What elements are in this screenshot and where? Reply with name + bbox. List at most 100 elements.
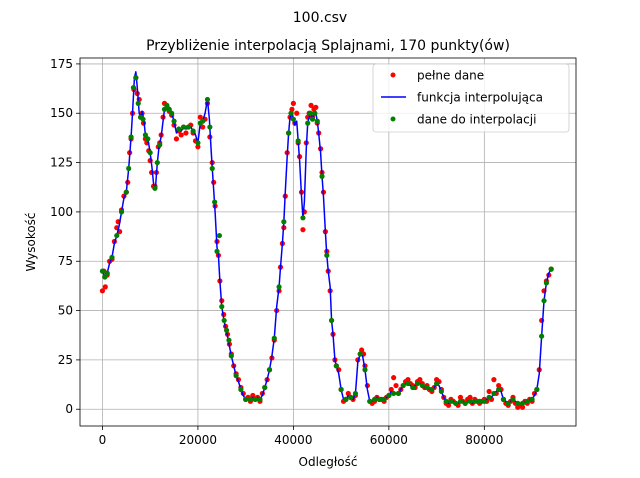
legend-marker-interp-nodes <box>390 116 396 122</box>
full-data-point <box>102 284 108 290</box>
interp-node-point <box>400 382 406 389</box>
interp-node-point <box>371 396 378 402</box>
full-data-point <box>345 390 351 397</box>
full-data-point <box>486 388 492 395</box>
interp-node-point <box>147 150 153 156</box>
interp-node-point <box>324 252 330 258</box>
interp-node-point <box>376 396 382 402</box>
interp-node-point <box>467 398 473 404</box>
interp-node-point <box>114 232 120 239</box>
interp-node-point <box>386 392 392 399</box>
full-data-point <box>294 110 300 116</box>
interp-node-point <box>171 118 177 124</box>
full-data-point <box>445 402 452 408</box>
interp-node-point <box>214 248 220 254</box>
full-data-point <box>99 288 106 294</box>
full-data-point <box>405 377 411 383</box>
interp-node-point <box>99 268 106 274</box>
interp-node-point <box>328 317 335 324</box>
x-axis-ticks: 0 20000 40000 60000 80000 <box>99 426 503 447</box>
interp-node-point <box>534 386 540 393</box>
interp-node-point <box>312 110 318 116</box>
y-axis-ticks: 0 25 50 75 100 125 150 175 <box>50 57 80 416</box>
x-tick-label: 80000 <box>465 433 503 447</box>
interp-node-point <box>140 116 146 122</box>
interp-node-point <box>362 367 368 373</box>
chart-title: Przybliżenie interpolacją Splajnami, 170… <box>146 38 510 54</box>
interp-node-point <box>207 124 213 130</box>
interp-node-point <box>152 185 158 191</box>
y-tick-label: 175 <box>50 57 73 71</box>
interp-node-point <box>338 386 344 393</box>
full-data-point <box>417 377 423 383</box>
interp-node-point <box>448 398 454 404</box>
interp-node-point <box>288 110 294 116</box>
full-data-point <box>359 347 365 353</box>
interp-node-point <box>142 132 149 138</box>
interp-node-point <box>145 136 151 142</box>
full-data-point <box>308 102 314 108</box>
interp-node-point <box>102 274 108 280</box>
full-data-point <box>195 144 201 150</box>
interp-node-point <box>500 396 507 402</box>
legend-label-interp-nodes: dane do interpolacji <box>417 113 536 127</box>
interp-node-point <box>135 100 141 106</box>
interp-node-point <box>247 396 254 402</box>
interp-node-point <box>314 118 320 124</box>
interp-node-point <box>481 398 487 404</box>
legend-label-full-data: pełne dane <box>417 69 484 83</box>
full-data-point <box>183 130 189 136</box>
interp-node-point <box>180 124 187 130</box>
full-data-point <box>178 132 184 138</box>
full-data-point <box>496 382 502 389</box>
y-axis-label: Wysokość <box>24 212 38 271</box>
interp-node-point <box>252 396 258 402</box>
interp-node-point <box>209 165 215 172</box>
legend-label-interp-function: funkcja interpolująca <box>417 91 543 105</box>
interp-node-point <box>271 335 277 341</box>
interp-node-point <box>166 106 172 112</box>
interp-node-point <box>333 363 339 369</box>
interp-node-point <box>286 130 292 136</box>
interp-node-point <box>226 337 232 343</box>
interp-node-point <box>233 373 239 379</box>
interp-node-point <box>491 390 497 397</box>
interp-node-point <box>109 254 115 260</box>
interp-node-point <box>262 384 268 391</box>
interp-node-point <box>154 159 160 166</box>
interp-node-point <box>443 398 449 404</box>
interp-node-point <box>300 215 306 221</box>
interp-node-point <box>457 398 464 404</box>
axes-frame <box>79 57 577 427</box>
interp-node-point <box>266 367 273 373</box>
interp-node-point <box>157 142 163 148</box>
interp-node-point <box>496 386 502 393</box>
legend-box <box>372 63 570 133</box>
interp-node-point <box>524 398 530 404</box>
full-data-point <box>457 394 464 400</box>
interp-node-point <box>118 209 125 215</box>
interp-node-point <box>505 400 511 406</box>
interp-node-point <box>133 75 139 81</box>
interp-node-point <box>419 382 425 389</box>
interp-node-point <box>290 116 296 122</box>
interp-node-point <box>243 396 249 402</box>
interp-node-point <box>453 400 459 406</box>
y-tick-label: 150 <box>50 106 73 120</box>
interp-node-point <box>309 116 316 122</box>
interp-node-point <box>429 386 435 393</box>
interp-node-point <box>529 396 535 402</box>
interp-node-point <box>367 398 373 404</box>
x-tick-label: 60000 <box>370 433 408 447</box>
full-data-point <box>391 375 397 381</box>
interp-node-point <box>212 199 218 205</box>
full-data-point <box>250 392 256 399</box>
interp-node-point <box>169 110 175 116</box>
full-data-point <box>388 386 394 393</box>
interp-node-point <box>543 280 550 286</box>
legend: pełne dane funkcja interpolująca dane do… <box>372 63 570 133</box>
plot-area <box>99 71 554 410</box>
interp-node-point <box>295 138 301 144</box>
interp-node-point <box>216 232 222 239</box>
